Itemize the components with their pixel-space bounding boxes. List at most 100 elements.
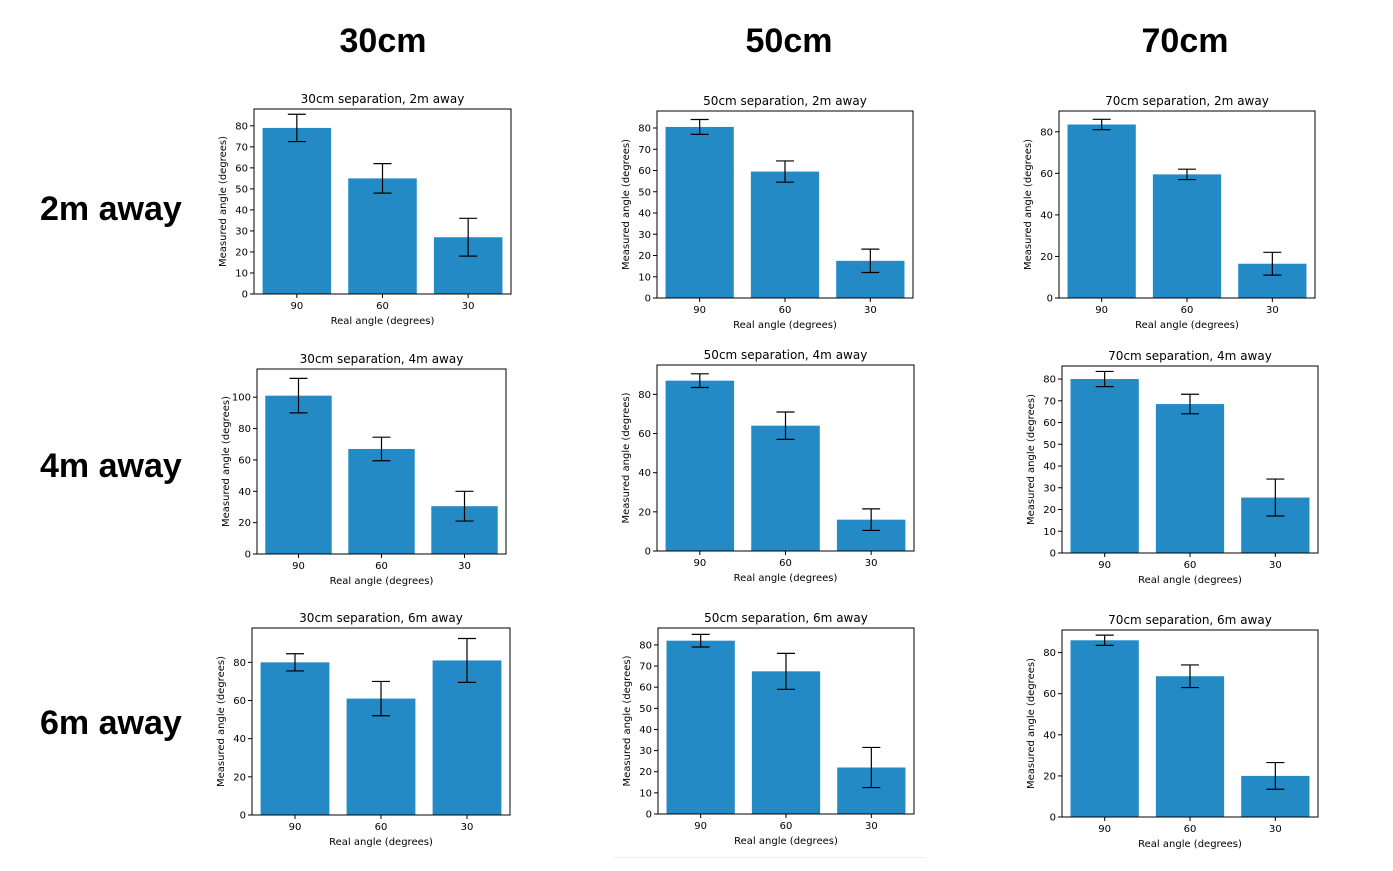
y-tick-label: 60 <box>1043 418 1056 429</box>
y-tick-label: 60 <box>235 163 248 174</box>
chart-title: 50cm separation, 6m away <box>704 611 868 625</box>
bar-90 <box>665 380 735 551</box>
row-header-4m: 4m away <box>40 447 182 485</box>
bar-60 <box>750 171 820 298</box>
y-tick-label: 20 <box>238 518 251 529</box>
y-tick-label: 30 <box>638 230 651 241</box>
chart-title: 70cm separation, 2m away <box>1105 94 1269 108</box>
y-tick-label: 80 <box>233 658 246 669</box>
chart-3-group: 0 20 40 60 80 100 90 60 30 30cm separation, 4m aw… <box>221 352 507 587</box>
y-tick-label: 40 <box>238 487 251 498</box>
chart-title: 50cm separation, 4m away <box>704 348 868 362</box>
y-tick-label: 40 <box>639 725 652 736</box>
y-axis-label: Measured angle (degrees) <box>216 656 227 787</box>
y-axis-label: Measured angle (degrees) <box>621 392 632 523</box>
chart-7-group: 0 10 20 30 40 50 60 70 80 90 60 30 50cm separation, … <box>622 611 915 847</box>
y-tick-label: 60 <box>638 166 651 177</box>
y-tick-label: 40 <box>1040 210 1053 221</box>
y-tick-label: 70 <box>235 142 248 153</box>
column-header-70cm: 70cm <box>1141 22 1229 60</box>
bar-60 <box>1155 676 1225 817</box>
y-tick-label: 10 <box>638 272 651 283</box>
y-axis-label: Measured angle (degrees) <box>1023 139 1034 270</box>
bar-90 <box>265 395 332 554</box>
y-tick-label: 40 <box>638 468 651 479</box>
x-axis-label: Real angle (degrees) <box>734 836 838 847</box>
y-tick-label: 60 <box>238 455 251 466</box>
x-tick-label: 30 <box>864 305 877 316</box>
x-axis-label: Real angle (degrees) <box>733 320 837 331</box>
x-tick-label: 30 <box>865 558 878 569</box>
y-tick-label: 10 <box>235 268 248 279</box>
x-tick-label: 90 <box>694 821 707 832</box>
x-axis-label: Real angle (degrees) <box>329 837 433 848</box>
y-tick-label: 70 <box>1043 396 1056 407</box>
y-tick-label: 50 <box>1043 440 1056 451</box>
y-tick-label: 40 <box>235 205 248 216</box>
y-axis-label: Measured angle (degrees) <box>218 136 229 267</box>
y-tick-label: 10 <box>1043 527 1056 538</box>
column-header-30cm: 30cm <box>339 22 427 60</box>
bar-30 <box>432 660 502 815</box>
x-tick-label: 60 <box>780 821 793 832</box>
x-tick-label: 60 <box>1181 305 1194 316</box>
chart-8-group: 0 20 40 60 80 90 60 30 70cm separation, 6m away R… <box>1026 613 1319 850</box>
row-header-6m: 6m away <box>40 704 182 742</box>
y-tick-label: 50 <box>235 184 248 195</box>
x-tick-label: 30 <box>1266 305 1279 316</box>
x-tick-label: 60 <box>375 822 388 833</box>
x-tick-label: 90 <box>292 561 305 572</box>
chart-0-group: 0 10 20 30 40 50 60 70 80 90 60 30 30cm separation, … <box>218 92 512 327</box>
column-header-50cm: 50cm <box>745 22 833 60</box>
x-axis-label: Real angle (degrees) <box>330 576 434 587</box>
x-tick-label: 60 <box>376 301 389 312</box>
x-axis-label: Real angle (degrees) <box>1135 320 1239 331</box>
bar-60 <box>348 448 415 554</box>
bar-60 <box>346 698 416 815</box>
x-tick-label: 30 <box>462 301 475 312</box>
x-tick-label: 60 <box>779 305 792 316</box>
x-tick-label: 90 <box>693 305 706 316</box>
x-tick-label: 90 <box>693 558 706 569</box>
y-tick-label: 0 <box>240 811 246 822</box>
bar-90 <box>1067 124 1136 298</box>
chart-title: 30cm separation, 4m away <box>300 352 464 366</box>
chart-title: 30cm separation, 2m away <box>301 92 465 106</box>
y-tick-label: 40 <box>1043 462 1056 473</box>
x-axis-label: Real angle (degrees) <box>1138 575 1242 586</box>
y-tick-label: 20 <box>1040 252 1053 263</box>
x-tick-label: 90 <box>1095 305 1108 316</box>
y-tick-label: 70 <box>639 662 652 673</box>
y-tick-label: 0 <box>1050 813 1056 824</box>
y-tick-label: 0 <box>1050 549 1056 560</box>
y-tick-label: 60 <box>1043 689 1056 700</box>
bar-90 <box>262 127 332 294</box>
x-tick-label: 90 <box>1098 560 1111 571</box>
chart-4-group: 0 20 40 60 80 90 60 30 50cm separation, 4m away R… <box>621 348 915 584</box>
x-tick-label: 30 <box>1269 824 1282 835</box>
y-tick-label: 0 <box>646 810 652 821</box>
y-tick-label: 80 <box>1043 648 1056 659</box>
x-tick-label: 30 <box>865 821 878 832</box>
y-tick-label: 20 <box>235 247 248 258</box>
x-tick-label: 60 <box>1184 560 1197 571</box>
y-tick-label: 0 <box>242 290 248 301</box>
y-tick-label: 40 <box>233 734 246 745</box>
row-header-2m: 2m away <box>40 190 182 228</box>
chart-2-group: 0 20 40 60 80 90 60 30 70cm separation, 2m away R… <box>1023 94 1316 331</box>
y-tick-label: 30 <box>639 746 652 757</box>
bar-90 <box>666 640 735 814</box>
chart-1-group: 0 10 20 30 40 50 60 70 80 90 60 30 50cm separation, … <box>621 94 914 331</box>
x-axis-label: Real angle (degrees) <box>1138 839 1242 850</box>
bar-60 <box>751 671 821 814</box>
y-tick-label: 80 <box>638 124 651 135</box>
bar-90 <box>665 126 734 298</box>
bar-60 <box>751 425 820 551</box>
x-tick-label: 90 <box>289 822 302 833</box>
chart-5-group: 0 10 20 30 40 50 60 70 80 90 60 30 70cm separation, … <box>1026 349 1319 586</box>
x-tick-label: 90 <box>1098 824 1111 835</box>
